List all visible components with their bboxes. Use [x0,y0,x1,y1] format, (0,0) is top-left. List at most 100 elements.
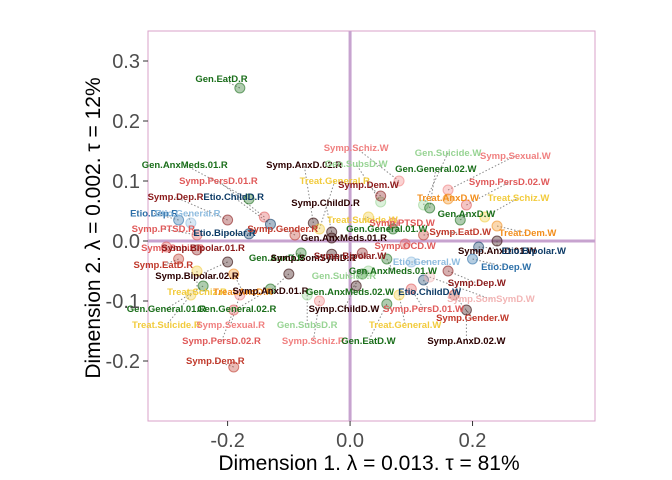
data-point [405,283,417,295]
data-label: Symp.SomSymD.R [271,253,357,264]
data-label: Gen.SubsD.W [325,159,388,170]
data-label: Symp.Gender.W [436,313,509,324]
data-point [356,268,368,280]
data-point [295,247,307,259]
label-connector [478,246,534,252]
data-label: Gen.AnxD.W [438,209,496,220]
data-point [173,253,185,265]
data-point [479,211,491,223]
data-point [405,256,417,268]
data-label: Etio.Bipolar.W [502,246,566,257]
data-point [393,175,405,187]
data-label: Etio.ChildD.R [203,192,264,203]
data-label: Gen.Suicide.R [312,271,377,282]
data-label: Symp.Schiz.W [324,143,389,154]
label-connector [184,164,250,200]
plot-background [147,30,596,422]
label-connector [233,196,271,225]
y-axis-ticks: -0.2 -0.1 0.0 0.1 0.2 0.3 [106,51,148,373]
data-point [243,193,255,205]
y-tick-label: 0.2 [112,111,140,133]
data-label: Gen.AnxD.R [249,253,305,264]
label-connector [349,252,363,257]
data-label: Treat.General.W [369,320,441,331]
data-label: Symp.Bipolar.W [314,251,386,262]
data-point [381,298,393,310]
label-connector [175,196,228,221]
data-point [418,274,430,286]
data-point [387,217,399,229]
x-tick-label: 0.2 [459,430,487,452]
label-connector [196,247,204,251]
data-label: Treat.Schiz.W [488,193,550,204]
data-label: Symp.AnxD.01.W [458,246,536,257]
data-label: Gen.General.01.W [346,224,427,235]
data-label: Treat.Schiz.R [167,287,227,298]
data-point [381,253,393,265]
data-label: Symp.PTSD.R [132,224,195,235]
data-label: Gen.General.01.R [127,304,206,315]
label-connector [343,285,357,310]
label-connector [368,184,382,197]
data-label: Gen.Suicide.W [415,148,482,159]
data-point [326,248,338,260]
y-tick-label: 0.0 [112,231,140,253]
data-point [467,253,479,265]
data-point [326,232,338,244]
label-connector [163,228,198,236]
data-point [442,265,454,277]
data-point [264,218,276,230]
data-label: Gen.EatD.R [195,74,247,85]
data-point [356,247,368,259]
data-label: Gen.AnxMeds.02.W [306,287,394,298]
data-label: Symp.ChildD.W [309,304,380,315]
data-label: Etio.ChildD.W [398,287,461,298]
data-point [191,265,203,277]
data-points [160,82,503,373]
data-point [228,304,240,316]
data-point [491,235,503,247]
label-connector [163,258,179,266]
data-label: Gen.General.02.W [395,164,476,175]
data-point [222,256,234,268]
data-point [350,280,362,292]
data-point [191,229,203,241]
data-label: Symp.PersD.01.W [383,304,464,315]
data-label: Symp.Schiz.R [282,336,345,347]
data-label: Symp.EatD.W [429,227,491,238]
data-label: Symp.AnxD.02.W [427,336,505,347]
data-label: Gen.SubsD.R [277,320,338,331]
data-point [185,289,197,301]
data-label: Symp.PersD.02.W [469,177,550,188]
data-label: Etio.Dep.R [130,208,178,219]
label-connector [166,246,173,249]
data-point [393,289,405,301]
y-tick-label: -0.1 [106,291,140,313]
data-label: Gen.AnxMeds.01.R [142,160,228,171]
label-connector [447,270,478,284]
data-point [387,223,399,235]
data-label: Treat.General.R [300,176,370,187]
label-connector [362,216,369,221]
data-point [234,289,246,301]
data-point [418,229,430,241]
data-point [160,241,172,253]
label-connector [410,288,424,310]
data-label: Symp.Schiz.R [141,243,204,254]
data-point [228,268,240,280]
data-label: Symp.EatD.R [133,260,193,271]
data-point [313,295,325,307]
data-label: Treat.Suicide.W [327,215,398,226]
data-label: Symp.SomSymD.W [447,294,535,305]
data-label: Etio.Bipolar.R [193,228,255,239]
label-connector [236,288,271,310]
data-point [375,196,387,208]
label-connector [472,258,507,268]
y-tick-label: 0.3 [112,51,140,73]
data-point [301,289,313,301]
data-label: Symp.PersD.01.R [179,176,258,187]
data-label: Treat.Dem.W [499,228,557,239]
x-axis-title: Dimension 1. λ = 0.013. τ = 81% [218,452,519,475]
label-connector [386,258,394,272]
